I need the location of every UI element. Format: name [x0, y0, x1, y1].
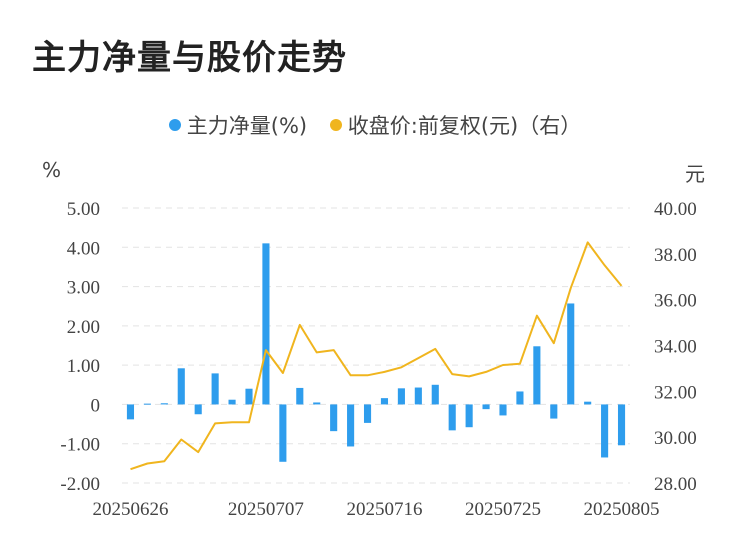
right-tick-label: 36.00: [654, 291, 697, 312]
legend-dot-yellow: [329, 119, 342, 131]
bar: [296, 387, 304, 405]
bar: [194, 404, 202, 415]
legend: 主力净量(%) 收盘价:前复权(元)（右）: [0, 110, 750, 140]
right-tick-label: 38.00: [654, 245, 697, 266]
bar: [499, 404, 507, 416]
bar: [347, 404, 355, 447]
bar: [126, 404, 135, 420]
legend-item-close-price[interactable]: 收盘价:前复权(元)（右）: [329, 110, 582, 140]
bar: [397, 388, 405, 405]
bar: [533, 346, 541, 405]
bar: [262, 243, 270, 405]
left-tick-label: 0: [91, 395, 101, 416]
x-tick-label: 20250725: [465, 499, 541, 520]
bar: [448, 404, 456, 431]
x-tick-label: 20250707: [228, 499, 304, 520]
legend-label-close-price: 收盘价:前复权(元)（右）: [347, 114, 582, 138]
right-tick-label: 34.00: [654, 337, 697, 358]
left-tick-label: 1.00: [67, 356, 100, 377]
left-tick-label: 2.00: [67, 317, 100, 338]
bar: [482, 404, 490, 410]
x-tick-label: 20250626: [92, 499, 168, 520]
right-tick-label: 32.00: [654, 382, 697, 403]
bar: [228, 399, 236, 405]
left-tick-label: -1.00: [60, 435, 100, 456]
left-tick-label: -2.00: [60, 474, 100, 495]
right-tick-label: 30.00: [654, 428, 697, 449]
left-tick-label: 3.00: [67, 278, 100, 299]
price-line: [130, 241, 623, 471]
bar: [465, 404, 473, 428]
bar: [245, 388, 253, 405]
bar: [516, 391, 524, 405]
legend-item-net-volume[interactable]: 主力净量(%): [168, 110, 308, 140]
chart-title: 主力净量与股价走势: [32, 38, 347, 78]
legend-dot-blue: [168, 119, 181, 131]
bar: [567, 303, 575, 405]
bar: [414, 387, 422, 405]
bar: [177, 368, 185, 405]
x-tick-label: 20250716: [346, 499, 422, 520]
bar: [143, 403, 151, 405]
bar: [330, 404, 338, 432]
bar: [431, 384, 439, 405]
right-tick-label: 28.00: [654, 474, 697, 495]
bar: [584, 401, 592, 405]
left-axis-unit: %: [42, 158, 62, 182]
bar: [279, 404, 287, 462]
bar: [550, 404, 558, 419]
left-tick-label: 5.00: [67, 199, 100, 220]
bar: [617, 404, 626, 446]
left-tick-label: 4.00: [67, 238, 100, 259]
bar: [380, 398, 389, 405]
bar: [160, 403, 168, 405]
bar: [313, 402, 321, 405]
bar: [363, 404, 372, 423]
legend-label-net-volume: 主力净量(%): [186, 114, 308, 138]
right-axis-unit: 元: [685, 162, 705, 186]
bar: [211, 373, 219, 405]
bar: [601, 404, 609, 458]
x-tick-label: 20250805: [584, 499, 660, 520]
right-tick-label: 40.00: [654, 199, 697, 220]
